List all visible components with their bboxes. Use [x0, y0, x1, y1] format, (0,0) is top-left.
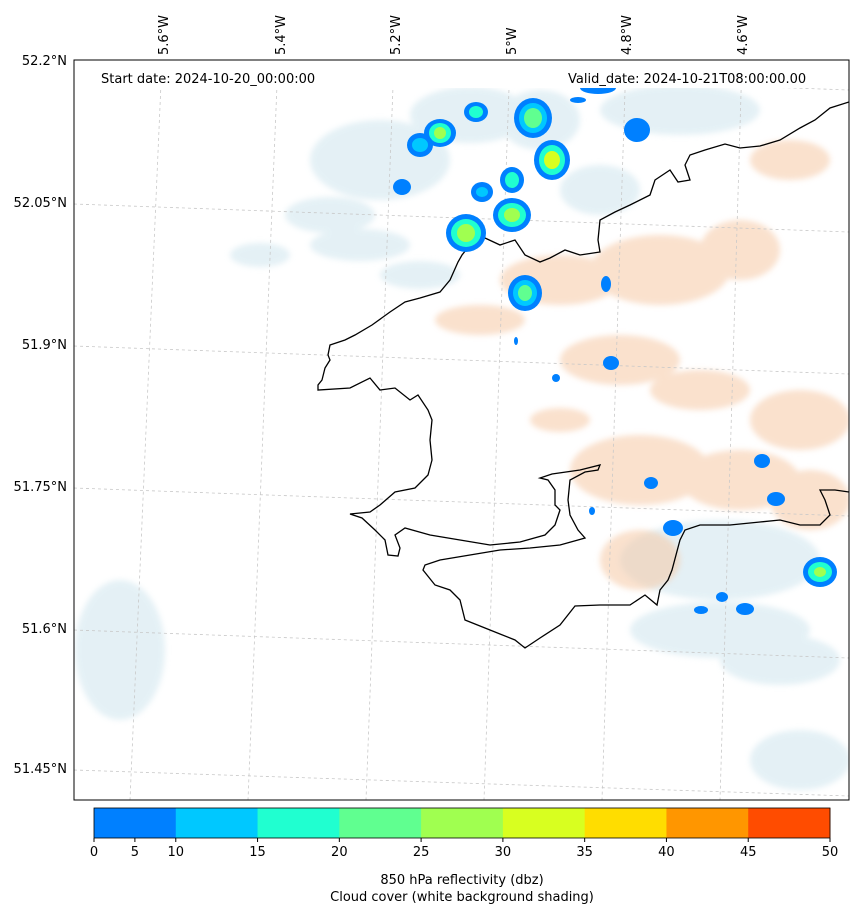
cell [500, 167, 524, 193]
colorbar-tick-label: 10 [168, 845, 185, 860]
cell [552, 374, 560, 382]
colorbar-segment [175, 808, 259, 838]
cell [393, 179, 411, 195]
colorbar-segment [584, 808, 667, 838]
colorbar: 0 5 10 15 20 25 30 35 40 45 50 850 hPa reflectivit… [90, 807, 838, 905]
cell [407, 133, 433, 157]
lat-label: 51.6°N [22, 622, 67, 637]
map-frame [73, 59, 850, 801]
lon-label: 4.8°W [620, 15, 635, 55]
valid-date-label: Valid_date: 2024-10-21T08:00:00.00 [568, 72, 806, 87]
colorbar-tick-label: 30 [495, 845, 512, 860]
lon-label: 4.6°W [736, 15, 751, 55]
cell [663, 520, 683, 536]
latitude-labels: 52.2°N 52.05°N 51.9°N 51.75°N 51.6°N 51.… [14, 54, 67, 777]
lon-label: 5°W [505, 27, 520, 55]
lat-label: 51.75°N [14, 480, 67, 495]
longitude-labels: 5.6°W 5.4°W 5.2°W 5°W 4.8°W 4.6°W [157, 15, 751, 55]
cell [589, 507, 595, 515]
colorbar-segment [339, 808, 422, 838]
colorbar-frame [93, 807, 831, 839]
lon-label: 5.6°W [157, 15, 172, 55]
colorbar-sublabel: Cloud cover (white background shading) [330, 890, 594, 905]
map-layers [74, 60, 849, 800]
colorbar-tick-label: 35 [576, 845, 593, 860]
cell [534, 140, 570, 180]
coastline [317, 101, 849, 649]
colorbar-tick-label: 15 [249, 845, 266, 860]
map-area [74, 60, 849, 800]
colorbar-tick-label: 0 [90, 845, 98, 860]
cell [767, 492, 785, 506]
cell [514, 98, 552, 138]
lat-label: 51.45°N [14, 762, 67, 777]
colorbar-segments [94, 808, 831, 838]
cell [493, 198, 531, 232]
colorbar-tick-label: 50 [822, 845, 839, 860]
lon-label: 5.4°W [274, 15, 289, 55]
cell [754, 454, 770, 468]
cell [624, 118, 650, 142]
lat-label: 52.05°N [14, 196, 67, 211]
colorbar-tick-label: 45 [740, 845, 757, 860]
colorbar-segment [257, 808, 340, 838]
colorbar-tick-label: 5 [131, 845, 139, 860]
cell [464, 102, 488, 122]
lon-label: 5.2°W [389, 15, 404, 55]
cell [803, 557, 837, 587]
colorbar-segment [421, 808, 504, 838]
header-strip [74, 60, 849, 88]
colorbar-tick-label: 25 [413, 845, 430, 860]
lat-label: 51.9°N [22, 338, 67, 353]
colorbar-ticks: 0 5 10 15 20 25 30 35 40 45 50 [90, 838, 838, 860]
colorbar-segment [94, 808, 177, 838]
colorbar-segment [748, 808, 831, 838]
cell [514, 337, 518, 345]
colorbar-segment [502, 808, 586, 838]
cell [424, 119, 456, 147]
cell [446, 214, 486, 252]
reflectivity-cells [393, 82, 837, 615]
colorbar-label: 850 hPa reflectivity (dbz) [380, 873, 543, 888]
cell [601, 276, 611, 292]
cell [716, 592, 728, 602]
colorbar-tick-label: 20 [331, 845, 348, 860]
lat-label: 52.2°N [22, 54, 67, 69]
start-date-label: Start date: 2024-10-20_00:00:00 [101, 72, 315, 87]
cell [644, 477, 658, 489]
colorbar-segment [666, 808, 749, 838]
cell [694, 606, 708, 614]
cell [603, 356, 619, 370]
cell [508, 275, 542, 311]
cell [736, 603, 754, 615]
cell [471, 182, 493, 202]
colorbar-tick-label: 40 [658, 845, 675, 860]
